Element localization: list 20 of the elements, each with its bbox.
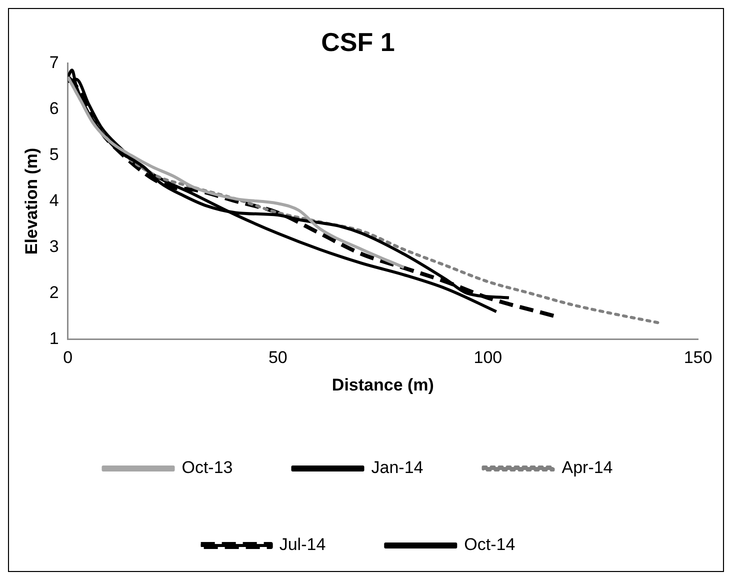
legend-label: Jan-14 bbox=[371, 458, 424, 478]
legend-label: Oct-14 bbox=[464, 535, 516, 554]
line-series bbox=[68, 76, 406, 269]
legend-label: Oct-13 bbox=[182, 458, 233, 478]
legend-label: Jul-14 bbox=[279, 535, 326, 554]
y-tick-label: 5 bbox=[49, 144, 59, 164]
x-axis-title: Distance (m) bbox=[332, 375, 434, 394]
x-tick-label: 100 bbox=[474, 348, 502, 368]
chart-title: CSF 1 bbox=[321, 26, 395, 57]
y-tick-label: 7 bbox=[49, 52, 59, 72]
y-tick-label: 3 bbox=[49, 236, 59, 256]
x-tick-label: 150 bbox=[684, 348, 712, 368]
x-tick-label: 50 bbox=[268, 348, 288, 368]
y-axis-title: Elevation (m) bbox=[22, 148, 41, 255]
y-tick-label: 1 bbox=[49, 328, 59, 348]
x-tick-label: 0 bbox=[63, 348, 73, 368]
y-tick-label: 4 bbox=[49, 190, 59, 210]
y-tick-label: 6 bbox=[49, 98, 59, 118]
legend-label: Apr-14 bbox=[562, 458, 613, 478]
y-tick-label: 2 bbox=[49, 282, 59, 302]
